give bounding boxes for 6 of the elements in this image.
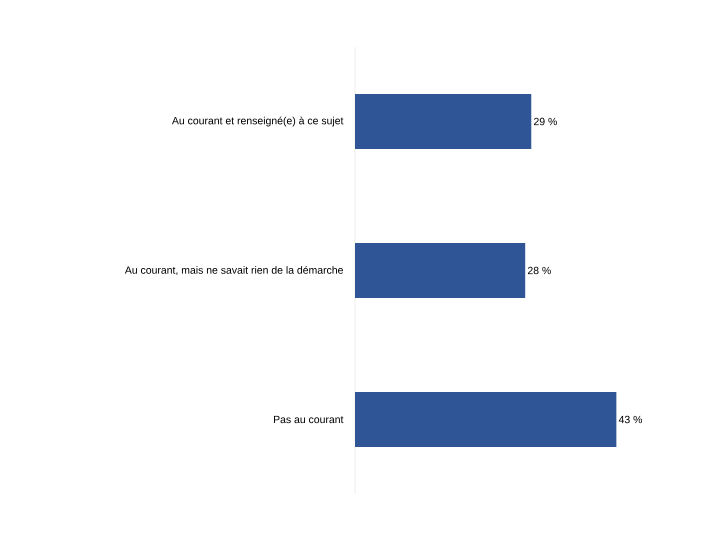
data-label: 28 % [528,266,551,274]
y-tick-label: Au courant, mais ne savait rien de la démarche [124,266,343,276]
y-tick-label: Au courant et renseigné(e) à ce sujet [172,116,344,126]
data-label: 29 % [534,118,557,126]
data-label: 43 % [618,416,642,424]
y-tick-label: Pas au courant [274,416,344,424]
